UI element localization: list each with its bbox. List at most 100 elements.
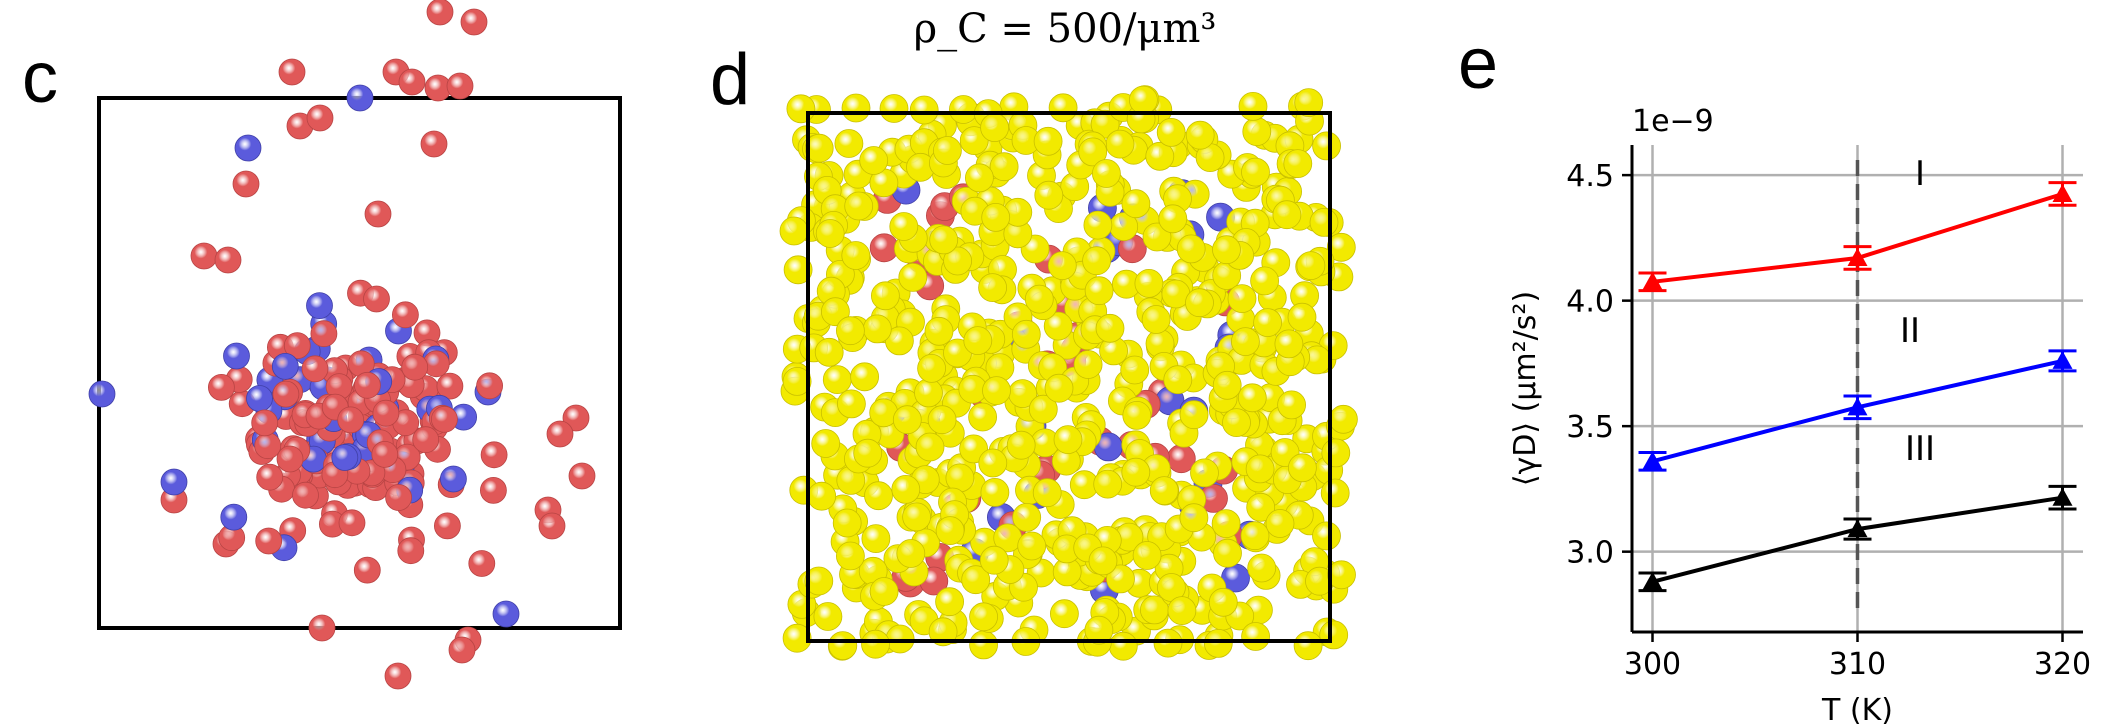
yellow-particle — [1048, 93, 1078, 123]
yellow-particle — [1326, 232, 1356, 262]
yellow-particle — [1121, 189, 1151, 219]
yellow-particle — [1095, 313, 1125, 343]
yellow-particle — [1241, 622, 1270, 651]
yellow-particle — [898, 262, 928, 292]
red-particle — [546, 420, 574, 448]
yellow-particle — [1179, 503, 1209, 533]
yellow-particle — [1222, 408, 1251, 438]
yellow-particle — [1208, 587, 1238, 617]
yellow-particle — [1093, 469, 1123, 499]
yellow-particle — [1265, 509, 1295, 538]
yellow-particle — [1237, 383, 1267, 413]
yellow-particle — [1011, 319, 1041, 349]
yellow-particle — [1296, 251, 1326, 281]
yellow-particle — [1108, 631, 1138, 661]
data-point — [2052, 487, 2073, 506]
red-particle — [363, 285, 390, 313]
red-particle — [292, 481, 319, 509]
yellow-particle — [1246, 492, 1276, 522]
yellow-particle — [1149, 476, 1179, 506]
yellow-particle — [782, 366, 812, 396]
data-point — [1847, 247, 1868, 266]
yellow-particle — [850, 362, 879, 392]
yellow-particle — [889, 212, 919, 241]
yellow-particle — [1211, 509, 1241, 538]
yellow-particle — [1158, 204, 1188, 234]
red-particle — [420, 130, 448, 158]
yellow-particle — [869, 577, 899, 606]
yellow-particle — [1141, 305, 1171, 334]
yellow-particle — [1309, 207, 1339, 237]
yellow-particle — [1212, 370, 1242, 400]
yellow-particle — [836, 541, 865, 571]
yellow-particle — [804, 133, 834, 163]
blue-particle — [271, 352, 299, 380]
yellow-particle — [1032, 478, 1062, 508]
yellow-particle — [836, 316, 865, 346]
yellow-particle — [879, 94, 909, 123]
particles-c — [88, 0, 596, 690]
red-particle — [401, 353, 429, 381]
red-particle — [433, 512, 461, 540]
red-particle — [391, 301, 419, 329]
yellow-particle — [1105, 129, 1135, 159]
yellow-particle — [1129, 85, 1158, 115]
yellow-particle — [1250, 266, 1279, 296]
yellow-particle — [902, 502, 931, 532]
red-particle — [301, 355, 329, 383]
red-particle — [384, 662, 412, 690]
red-particle — [397, 537, 425, 565]
yellow-particle — [1090, 109, 1120, 139]
yellow-particle — [969, 602, 998, 632]
data-point — [1847, 397, 1868, 416]
yellow-particle — [1082, 246, 1111, 276]
yellow-particle — [861, 629, 890, 659]
series-II: II — [1638, 311, 2077, 472]
yellow-particle — [928, 617, 958, 647]
red-particle — [426, 0, 454, 26]
yellow-particle — [871, 281, 900, 311]
blue-particle — [88, 380, 116, 408]
series-label: II — [1900, 311, 1920, 351]
red-particle — [254, 432, 282, 460]
yellow-particle — [1227, 284, 1257, 314]
data-point — [1847, 519, 1868, 538]
yellow-particle — [981, 202, 1011, 232]
panel-c: c — [22, 0, 622, 690]
yellow-particle — [859, 146, 889, 175]
yellow-particle — [1312, 131, 1341, 161]
red-particle — [278, 58, 306, 86]
yellow-particle — [980, 113, 1009, 142]
yellow-particle — [815, 219, 845, 248]
panel-d: d ρ_C = 500/μm³ — [710, 6, 1358, 661]
yellow-particle — [1312, 521, 1341, 551]
red-particle — [276, 445, 304, 473]
yellow-particle — [1179, 400, 1209, 430]
data-point — [1642, 571, 1663, 590]
yellow-particle — [1092, 159, 1121, 188]
yellow-particle — [924, 316, 954, 346]
yellow-particle — [1073, 350, 1103, 379]
yellow-particle — [1028, 394, 1058, 424]
x-tick-label: 320 — [2034, 647, 2091, 682]
yellow-particle — [1287, 302, 1317, 332]
yellow-particle — [1293, 631, 1323, 661]
red-particle — [306, 104, 334, 132]
red-particle — [251, 409, 279, 437]
yellow-particle — [834, 129, 864, 158]
x-axis-label: T (K) — [1821, 693, 1893, 727]
yellow-particle — [1294, 88, 1324, 117]
yellow-particle — [917, 353, 946, 383]
red-particle — [353, 371, 381, 399]
blue-particle — [220, 503, 248, 531]
data-point — [1642, 271, 1663, 290]
yellow-particle — [1145, 141, 1175, 171]
series-label: III — [1905, 429, 1935, 469]
yellow-particle — [1274, 329, 1304, 359]
yellow-particle — [1078, 137, 1108, 167]
red-particle — [538, 512, 566, 540]
yellow-particle — [1231, 327, 1260, 357]
yellow-particle — [915, 432, 945, 462]
blue-particle — [346, 84, 374, 112]
yellow-particle — [779, 216, 809, 246]
